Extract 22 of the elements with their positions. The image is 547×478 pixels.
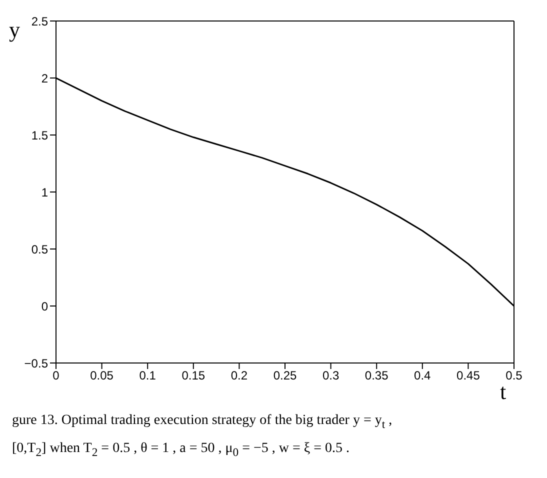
x-tick-label: 0.1 xyxy=(139,368,156,383)
x-axis-title: t xyxy=(500,379,506,404)
x-tick-label: 0.3 xyxy=(322,368,340,383)
y-tick-label: 0.5 xyxy=(31,242,48,256)
y-tick-label: −0.5 xyxy=(24,356,48,370)
x-tick-label: 0 xyxy=(52,368,60,383)
y-axis-title: y xyxy=(9,17,20,42)
y-tick-label: 1 xyxy=(41,185,48,200)
y-tick-label: 2.5 xyxy=(31,14,48,28)
x-tick-label: 0.4 xyxy=(414,368,432,383)
y-tick-label: 2 xyxy=(41,71,48,86)
x-tick-label: 0.5 xyxy=(506,368,523,383)
x-tick-label: 0.45 xyxy=(456,368,480,383)
x-tick-label: 0.2 xyxy=(230,368,248,383)
text: gure 13. Optimal trading execution strategy of the big trader y = y$_{t}$ , xyxy=(12,412,394,433)
x-tick-label: 0.35 xyxy=(364,368,389,383)
x-tick-label: 0.05 xyxy=(90,368,114,383)
text: [0,T$_{2}$] when T$_{2}$ = 0.5 , θ = 1 , a = 50 , μ$_{0}$ = −5 , w = ξ = 0.5 . xyxy=(12,440,351,461)
x-tick-label: 0.25 xyxy=(273,368,297,383)
y-tick-label: 1.5 xyxy=(31,128,48,142)
x-tick-label: 0.15 xyxy=(182,368,206,383)
y-tick-label: 0 xyxy=(41,299,48,314)
